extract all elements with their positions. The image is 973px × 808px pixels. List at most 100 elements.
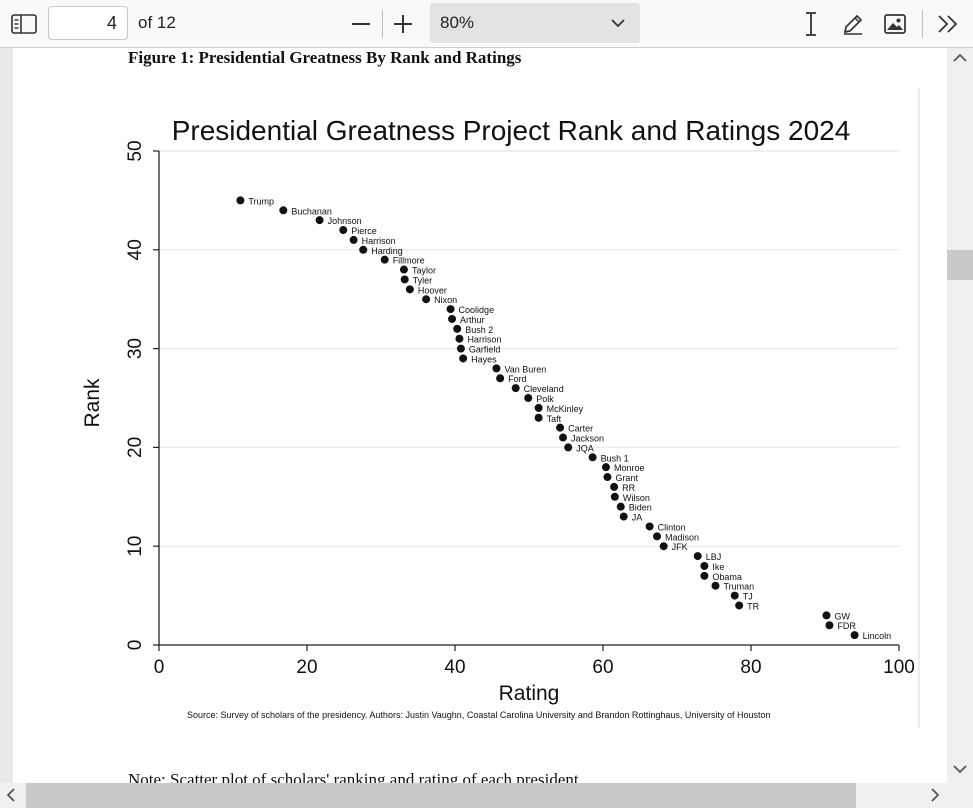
point-label: Taft (547, 414, 562, 424)
point-label: GW (834, 611, 850, 621)
point-label: Ford (508, 374, 527, 384)
point-label: Bush 2 (465, 325, 493, 335)
figure-caption: Figure 1: Presidential Greatness By Rank… (128, 48, 522, 67)
point-label: FDR (837, 621, 856, 631)
point-label: Nixon (434, 295, 457, 305)
point-label: Van Buren (504, 364, 546, 374)
data-point (619, 512, 628, 521)
horizontal-scroll-thumb[interactable] (26, 783, 856, 808)
point-label: Garfield (469, 345, 501, 355)
y-tick-label: 50 (125, 140, 146, 161)
pdf-toolbar: 4 of 12 80% (0, 0, 973, 48)
point-label: Coolidge (459, 305, 495, 315)
point-label: TR (747, 601, 759, 611)
data-point (456, 344, 465, 353)
data-point (400, 275, 409, 284)
data-point (459, 354, 468, 363)
point-label: Madison (665, 532, 699, 542)
data-point (422, 295, 431, 304)
data-point (601, 463, 610, 472)
data-point (711, 581, 720, 590)
vertical-scrollbar[interactable] (947, 48, 973, 783)
point-label: Biden (629, 503, 652, 513)
point-label: RR (622, 483, 635, 493)
minus-icon[interactable] (348, 12, 374, 36)
point-label: Monroe (614, 463, 645, 473)
data-point (315, 216, 324, 225)
data-point (534, 413, 543, 422)
x-tick-label: 20 (296, 657, 317, 678)
point-label: Truman (723, 582, 754, 592)
data-point (405, 285, 414, 294)
scroll-up-icon[interactable] (953, 50, 967, 66)
chart-title: Presidential Greatness Project Rank and … (172, 115, 851, 146)
data-point (653, 532, 662, 541)
data-point (359, 245, 368, 254)
data-point (559, 433, 568, 442)
point-label: Grant (615, 473, 638, 483)
data-point (511, 384, 520, 393)
point-label: Polk (536, 394, 554, 404)
sidebar-toggle-icon[interactable] (10, 12, 38, 36)
data-point (564, 443, 573, 452)
scroll-right-icon[interactable] (930, 788, 940, 805)
figure-note: Note: Scatter plot of scholars' ranking … (128, 770, 579, 783)
point-label: Johnson (328, 216, 362, 226)
data-point (556, 423, 565, 432)
y-tick-label: 30 (125, 338, 146, 359)
double-chevron-right-icon[interactable] (934, 12, 962, 36)
data-point (825, 621, 834, 630)
data-point (339, 226, 348, 235)
data-point (534, 403, 543, 412)
toolbar-divider (922, 10, 923, 38)
x-tick-label: 60 (592, 657, 613, 678)
point-label: Harding (371, 246, 403, 256)
document-viewer[interactable]: Figure 1: Presidential Greatness By Rank… (0, 48, 947, 783)
data-point (730, 591, 739, 600)
data-point (524, 394, 533, 402)
data-point (735, 601, 744, 610)
vertical-scroll-thumb[interactable] (947, 250, 973, 280)
horizontal-scrollbar[interactable] (0, 783, 973, 808)
data-point (349, 235, 358, 244)
point-label: Pierce (351, 226, 377, 236)
point-label: Wilson (623, 493, 650, 503)
scroll-down-icon[interactable] (953, 761, 967, 777)
point-label: Taylor (412, 266, 436, 276)
data-point (850, 631, 859, 640)
point-label: Harrison (362, 236, 396, 246)
point-label: McKinley (547, 404, 584, 414)
pen-icon[interactable] (840, 10, 866, 38)
point-label: Jackson (571, 434, 604, 444)
page-total-label: of 12 (138, 13, 176, 32)
x-tick-label: 40 (444, 657, 465, 678)
zoom-select[interactable]: 80% (430, 3, 640, 43)
data-point (380, 255, 389, 264)
y-tick-label: 40 (125, 239, 146, 260)
text-cursor-icon[interactable] (800, 10, 822, 38)
plus-icon[interactable] (390, 12, 416, 36)
point-label: JQA (576, 443, 594, 453)
data-point (446, 305, 455, 314)
point-label: JFK (672, 542, 688, 552)
image-icon[interactable] (882, 10, 908, 38)
chevron-down-icon (610, 17, 626, 29)
zoom-value: 80% (440, 13, 475, 32)
data-point (448, 314, 457, 323)
data-point (616, 502, 625, 511)
data-point (279, 206, 288, 215)
point-label: LBJ (706, 552, 722, 562)
data-point (588, 453, 597, 462)
data-point (700, 561, 709, 570)
pdf-page: Figure 1: Presidential Greatness By Rank… (13, 48, 947, 783)
chart-source: Source: Survey of scholars of the presid… (187, 710, 770, 720)
page-number-input[interactable]: 4 (48, 6, 128, 40)
point-label: Arthur (460, 315, 485, 325)
point-label: Trump (248, 196, 274, 206)
scroll-left-icon[interactable] (6, 788, 16, 805)
point-label: Ike (712, 562, 724, 572)
x-tick-label: 100 (883, 657, 915, 678)
point-label: JA (632, 513, 643, 523)
data-point (610, 492, 619, 501)
point-label: Carter (568, 424, 593, 434)
